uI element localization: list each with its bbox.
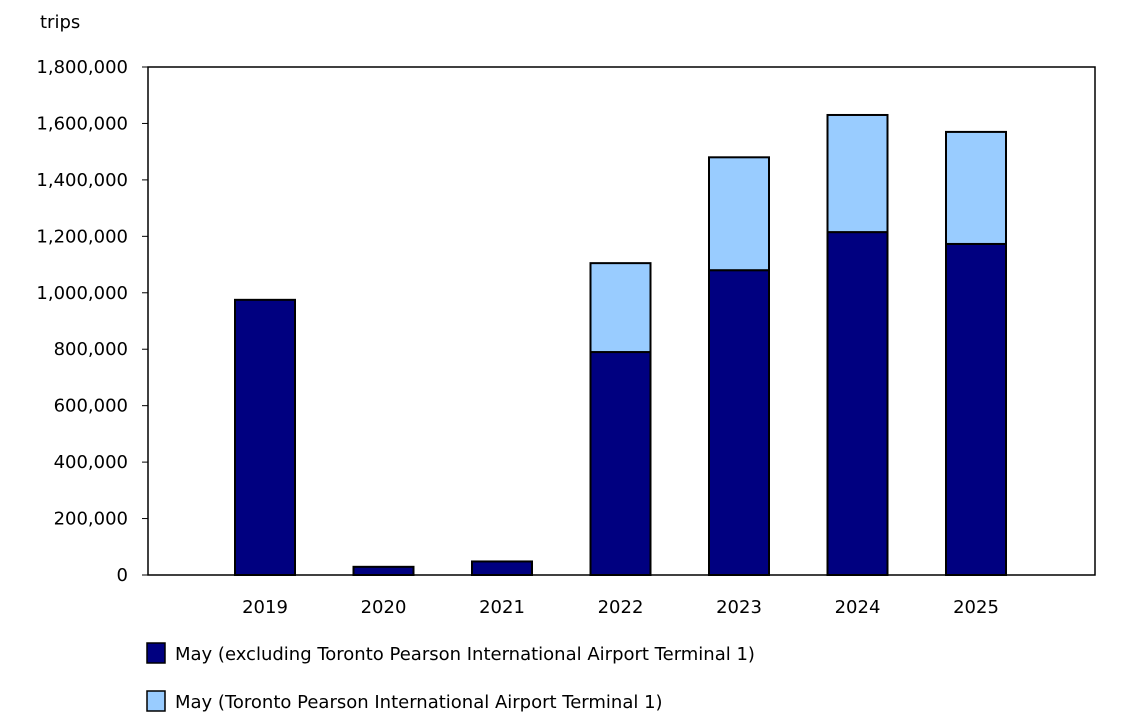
y-tick-label: 800,000 bbox=[54, 339, 128, 360]
y-tick-label: 1,600,000 bbox=[36, 113, 128, 134]
bar-2023-series-1 bbox=[708, 156, 770, 272]
bar-2024-series-0 bbox=[826, 231, 889, 576]
bar-2025-series-0 bbox=[945, 242, 1007, 576]
y-tick-label: 600,000 bbox=[54, 396, 128, 417]
x-tick-label: 2023 bbox=[716, 597, 762, 618]
bar-2025-series-1 bbox=[945, 130, 1007, 245]
x-tick-label: 2022 bbox=[598, 597, 644, 618]
bar-2022-series-0 bbox=[589, 351, 652, 576]
bar-2023-series-0 bbox=[708, 269, 770, 576]
x-tick-label: 2024 bbox=[835, 597, 881, 618]
bar-2019-series-0 bbox=[234, 298, 296, 576]
bar-2022-series-1 bbox=[589, 262, 652, 354]
x-tick-label: 2020 bbox=[361, 597, 407, 618]
x-tick-label: 2025 bbox=[953, 597, 999, 618]
y-tick-label: 200,000 bbox=[54, 509, 128, 530]
bar-2024-series-1 bbox=[826, 113, 889, 234]
y-tick-label: 400,000 bbox=[54, 452, 128, 473]
legend-label: May (Toronto Pearson International Airpo… bbox=[175, 692, 663, 713]
y-tick-label: 1,200,000 bbox=[36, 226, 128, 247]
y-tick-label: 0 bbox=[117, 565, 128, 586]
plot-frame bbox=[147, 66, 1096, 576]
x-tick-label: 2021 bbox=[479, 597, 525, 618]
legend-label: May (excluding Toronto Pearson Internati… bbox=[175, 644, 755, 665]
bar-2020-series-0 bbox=[352, 565, 415, 576]
y-tick-label: 1,800,000 bbox=[36, 57, 128, 78]
legend-swatch bbox=[146, 642, 166, 664]
y-tick-label: 1,400,000 bbox=[36, 170, 128, 191]
y-axis-label: trips bbox=[40, 12, 80, 33]
legend-swatch bbox=[146, 690, 166, 712]
y-tick-label: 1,000,000 bbox=[36, 283, 128, 304]
bar-2021-series-0 bbox=[471, 560, 533, 576]
x-tick-label: 2019 bbox=[242, 597, 288, 618]
